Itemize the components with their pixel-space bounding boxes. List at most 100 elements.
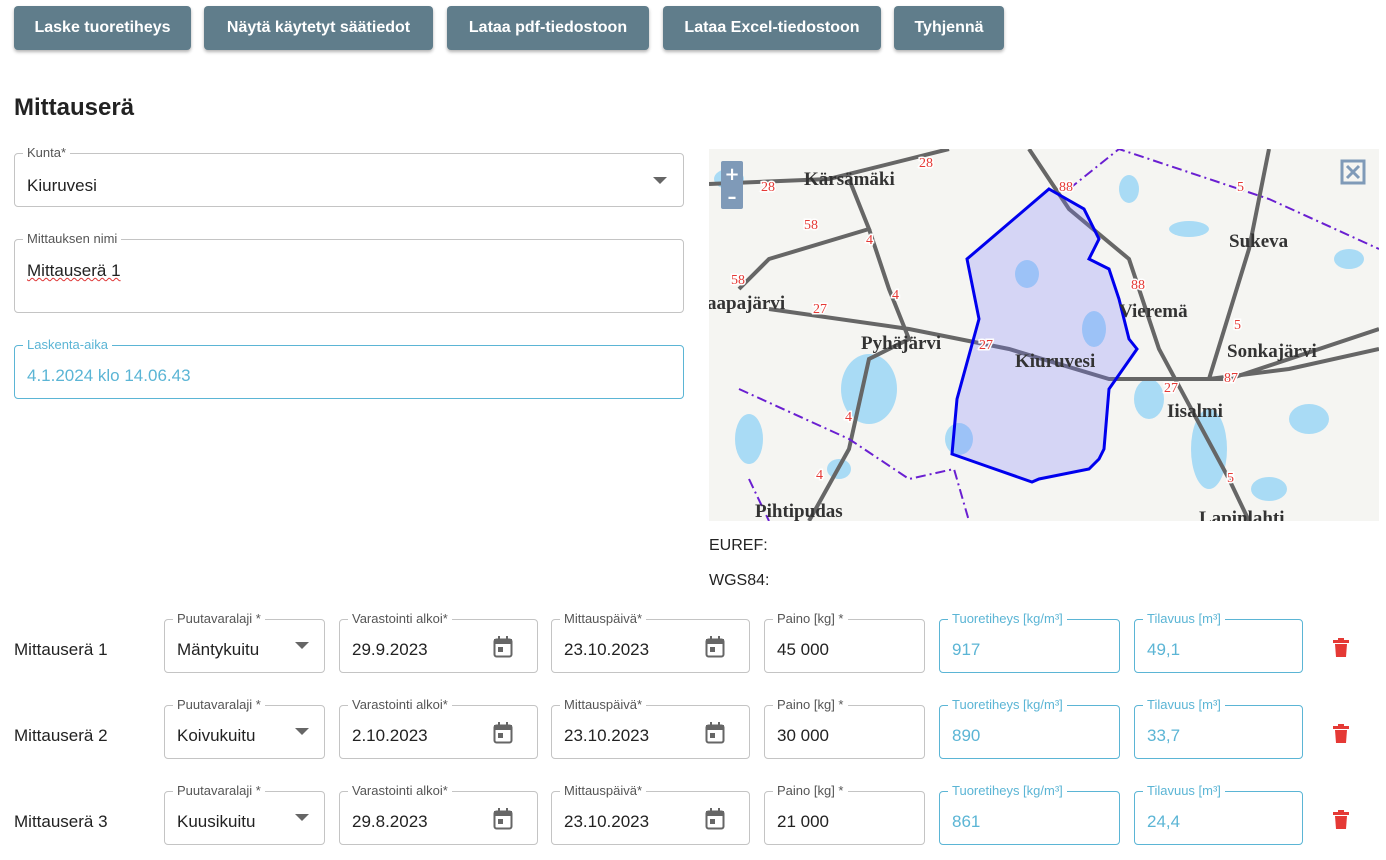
toolbar-button[interactable]: Lataa pdf-tiedostoon [447, 6, 649, 50]
bin-lid [1333, 640, 1349, 643]
field-value: 45 000 [777, 640, 829, 659]
field-label: Laskenta-aika [23, 337, 112, 352]
bin-top [1338, 810, 1344, 813]
form-field[interactable]: Puutavaralaji * Mäntykuitu [164, 611, 325, 673]
bin-body [1335, 730, 1347, 743]
row-name: Mittauserä 2 [14, 726, 108, 745]
icon-ring [718, 636, 720, 641]
icon-day [710, 819, 715, 824]
calendar-icon[interactable] [705, 808, 725, 830]
road-number: 58 [804, 218, 818, 233]
calendar-icon[interactable] [493, 722, 513, 744]
delete-button[interactable] [1332, 724, 1350, 744]
form-field[interactable]: Paino [kg] * 30 000 [764, 697, 925, 759]
form-field[interactable]: Paino [kg] * 21 000 [764, 783, 925, 845]
field-value: Mittauserä 1 [27, 261, 121, 280]
field-value: 2.10.2023 [352, 726, 428, 745]
field-label: Paino [kg] * [773, 611, 848, 626]
toolbar-button[interactable]: Lataa Excel-tiedostoon [663, 6, 881, 50]
toolbar-button[interactable]: Näytä käytetyt säätiedot [204, 6, 433, 50]
field-value: 917 [952, 640, 981, 659]
field-value: 33,7 [1147, 726, 1181, 745]
place-label: Iisalmi [1167, 401, 1223, 422]
delete-button[interactable] [1332, 810, 1350, 830]
road-number: 5 [1227, 471, 1234, 486]
row-name: Mittauserä 1 [14, 640, 108, 659]
icon-day [710, 647, 715, 652]
form-field: Laskenta-aika 4.1.2024 klo 14.06.43 [14, 337, 684, 399]
calendar-icon[interactable] [705, 722, 725, 744]
row-name: Mittauserä 3 [14, 812, 108, 831]
form-field[interactable]: Puutavaralaji * Kuusikuitu [164, 783, 325, 845]
icon-ring [710, 808, 712, 813]
map[interactable]: + – Kärsämäki Sukeva aapajärvi Vieremä Pyhäj… [709, 149, 1379, 521]
field-value: Mäntykuitu [177, 640, 260, 659]
calendar-icon[interactable] [705, 636, 725, 658]
roads [709, 149, 1379, 521]
field-label: Puutavaralaji * [173, 783, 265, 798]
form-field[interactable]: Puutavaralaji * Koivukuitu [164, 697, 325, 759]
road-number: 5 [1234, 318, 1241, 333]
section-title: Mittauserä [14, 94, 135, 121]
arrow [295, 728, 309, 735]
field-label: Tuoretiheys [kg/m³] [948, 783, 1067, 798]
road-number: 5 [1237, 180, 1244, 195]
icon-ring [498, 636, 500, 641]
form-field[interactable]: Kunta* Kiuruvesi [14, 145, 684, 207]
delete-button[interactable] [1332, 638, 1350, 658]
place-label: Sukeva [1229, 231, 1289, 252]
form-field[interactable]: Mittauspäivä* 23.10.2023 [551, 611, 750, 673]
zoom-out[interactable]: – [728, 187, 737, 208]
field-value: 23.10.2023 [564, 812, 650, 831]
borders [738, 149, 1379, 521]
field-value: 23.10.2023 [564, 640, 650, 659]
form-field[interactable]: Mittauspäivä* 23.10.2023 [551, 697, 750, 759]
form-field[interactable]: Mittauspäivä* 23.10.2023 [551, 783, 750, 845]
road-number: 4 [866, 233, 873, 248]
place-label: Kärsämäki [804, 169, 895, 190]
bin-lid [1333, 726, 1349, 729]
calendar-icon[interactable] [493, 808, 513, 830]
form-field[interactable]: Paino [kg] * 45 000 [764, 611, 925, 673]
road-number: 88 [1059, 180, 1073, 195]
map-background [709, 149, 1379, 521]
form-field: Tilavuus [m³] 24,4 [1134, 783, 1303, 845]
icon-bar [494, 725, 512, 730]
dropdown-arrow [295, 642, 309, 649]
field-label: Tilavuus [m³] [1143, 783, 1225, 798]
icon-bar [494, 811, 512, 816]
dropdown-arrow [653, 177, 667, 184]
form-field[interactable]: Mittauksen nimi Mittauserä 1 [14, 231, 684, 313]
toolbar-button[interactable]: Tyhjennä [894, 6, 1004, 50]
arrow [295, 642, 309, 649]
place-label: aapajärvi [709, 293, 785, 314]
field-value: 890 [952, 726, 981, 745]
icon-ring [506, 636, 508, 641]
calendar-icon[interactable] [493, 636, 513, 658]
icon-ring [718, 722, 720, 727]
field-value: 29.8.2023 [352, 812, 428, 831]
icon-ring [506, 722, 508, 727]
arrow [295, 814, 309, 821]
form-field: Tuoretiheys [kg/m³] 917 [939, 611, 1120, 673]
euref-label: EUREF: [709, 537, 768, 554]
field-value: 4.1.2024 klo 14.06.43 [27, 366, 191, 385]
form-field[interactable]: Varastointi alkoi* 2.10.2023 [339, 697, 538, 759]
form-field[interactable]: Varastointi alkoi* 29.8.2023 [339, 783, 538, 845]
toolbar-button[interactable]: Laske tuoretiheys [14, 6, 191, 50]
field-value: 861 [952, 812, 981, 831]
road-number: 27 [1164, 381, 1178, 396]
field-label: Tuoretiheys [kg/m³] [948, 611, 1067, 626]
icon-day [498, 733, 503, 738]
road-number: 4 [816, 468, 823, 483]
field-label: Varastointi alkoi* [348, 697, 452, 712]
form-field[interactable]: Varastointi alkoi* 29.9.2023 [339, 611, 538, 673]
icon-ring [506, 808, 508, 813]
fullscreen-button[interactable] [1340, 159, 1366, 185]
icon-ring [710, 722, 712, 727]
bin-lid [1333, 812, 1349, 815]
field-label: Varastointi alkoi* [348, 783, 452, 798]
zoom-in[interactable]: + [724, 164, 739, 185]
wgs84-label: WGS84: [709, 572, 770, 589]
field-value: 30 000 [777, 726, 829, 745]
